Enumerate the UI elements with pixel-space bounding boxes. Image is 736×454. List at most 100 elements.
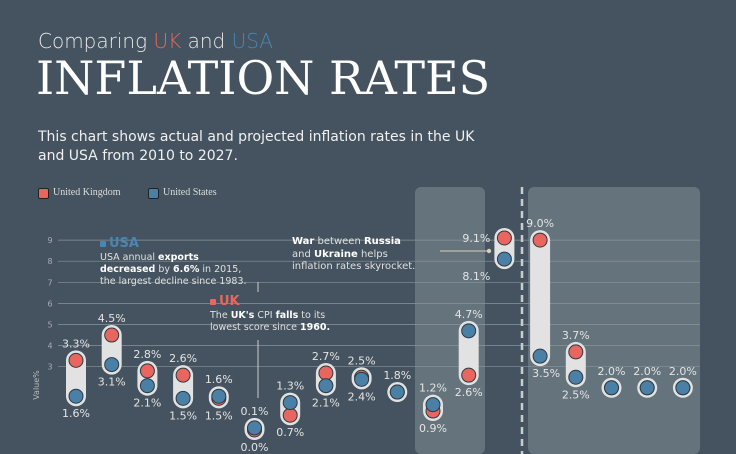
dumbbell-2010: 3.3% 1.6% bbox=[62, 337, 90, 420]
value-label-max: 9.0% bbox=[526, 217, 554, 230]
y-tick-label: 5 bbox=[47, 321, 52, 330]
us-point bbox=[461, 323, 477, 339]
value-label-min: 2.6% bbox=[455, 386, 483, 399]
value-label-max: 9.1% bbox=[462, 232, 490, 245]
uk-point bbox=[282, 407, 298, 423]
y-tick-label: 4 bbox=[47, 342, 52, 351]
us-point bbox=[604, 380, 619, 396]
uk-point bbox=[461, 367, 477, 383]
value-label-max: 1.2% bbox=[419, 382, 447, 395]
us-swatch-icon bbox=[148, 187, 159, 199]
us-point bbox=[139, 378, 155, 394]
us-point bbox=[496, 251, 512, 267]
uk-point bbox=[139, 363, 155, 379]
us-point bbox=[354, 371, 370, 387]
us-point bbox=[282, 395, 298, 411]
us-point bbox=[175, 390, 191, 406]
usa-annotation: USA USA annual exports decreased by 6.6% … bbox=[100, 236, 247, 287]
us-point bbox=[318, 378, 334, 394]
value-label-min: 2.5% bbox=[562, 388, 590, 401]
dumbbell-bar bbox=[530, 230, 551, 367]
dumbbell-2027: 2.0% bbox=[669, 365, 697, 398]
y-tick-label: 6 bbox=[47, 299, 52, 308]
uk-swatch-icon bbox=[38, 187, 49, 199]
dumbbell-2024: 3.7% 2.5% bbox=[562, 329, 590, 401]
value-label-min: 8.1% bbox=[462, 270, 490, 283]
dumbbell-2023: 9.0% 3.5% bbox=[526, 217, 560, 380]
value-label-max: 2.6% bbox=[169, 352, 197, 365]
value-label-min: 2.1% bbox=[133, 397, 161, 410]
uk-annotation: UK The UK's CPI falls to its lowest score… bbox=[210, 294, 331, 333]
value-label-min: 1.6% bbox=[62, 407, 90, 420]
value-label-max: 2.8% bbox=[133, 348, 161, 361]
uk-point bbox=[318, 365, 334, 381]
uk-point bbox=[68, 352, 84, 368]
value-label-max: 2.7% bbox=[312, 350, 340, 363]
us-point bbox=[532, 348, 548, 364]
dumbbell-2026: 2.0% bbox=[633, 365, 661, 398]
y-tick-label: 3 bbox=[47, 363, 52, 372]
dumbbell-2025: 2.0% bbox=[598, 365, 626, 398]
us-point bbox=[425, 397, 441, 413]
dumbbell-2013: 2.6% 1.5% bbox=[169, 352, 197, 422]
uk-point bbox=[568, 344, 584, 360]
page-title: INFLATION RATES bbox=[36, 51, 491, 105]
y-axis-label: Value% bbox=[32, 370, 41, 400]
value-label-min: 0.9% bbox=[419, 422, 447, 435]
highlight-panel bbox=[415, 187, 485, 454]
us-point bbox=[675, 380, 691, 396]
legend-item-us: United States bbox=[148, 187, 217, 199]
us-point bbox=[104, 357, 120, 373]
dumbbell-2017: 2.7% 2.1% bbox=[312, 350, 340, 410]
value-label-max: 1.8% bbox=[383, 369, 411, 382]
uk-point bbox=[175, 367, 191, 383]
value-label-max: 3.3% bbox=[62, 337, 90, 350]
value-label-min: 1.5% bbox=[205, 409, 233, 422]
legend-item-uk: United Kingdom bbox=[38, 187, 121, 199]
dumbbell-bar bbox=[458, 320, 479, 386]
value-label-max: 2.0% bbox=[598, 365, 626, 378]
us-point bbox=[211, 388, 227, 404]
us-point bbox=[568, 369, 584, 385]
y-tick-label: 8 bbox=[47, 257, 52, 266]
war-connector-dot bbox=[486, 248, 492, 254]
value-label-min: 0.7% bbox=[276, 426, 304, 439]
dumbbell-2020: 1.2% 0.9% bbox=[419, 382, 447, 435]
subtitle: Comparing UK and USA bbox=[38, 29, 273, 53]
war-annotation: War between Russia and Ukraine helps infla… bbox=[292, 236, 416, 272]
value-label-max: 2.5% bbox=[348, 354, 376, 367]
value-label-min: 0.0% bbox=[241, 441, 269, 454]
value-label-max: 1.3% bbox=[276, 380, 304, 393]
value-label-min: 3.1% bbox=[98, 376, 126, 389]
dumbbell-2018: 2.5% 2.4% bbox=[348, 354, 376, 403]
value-label-min: 3.5% bbox=[532, 367, 560, 380]
value-label-max: 4.7% bbox=[455, 308, 483, 321]
value-label-min: 2.1% bbox=[312, 397, 340, 410]
uk-point bbox=[532, 232, 548, 248]
value-label-max: 2.0% bbox=[633, 365, 661, 378]
value-label-min: 1.5% bbox=[169, 409, 197, 422]
us-point bbox=[639, 380, 655, 396]
dumbbell-2012: 2.8% 2.1% bbox=[133, 348, 161, 410]
value-label-min: 2.4% bbox=[348, 390, 376, 403]
value-label-max: 3.7% bbox=[562, 329, 590, 342]
dumbbell-2022: 9.1% 8.1% bbox=[462, 227, 515, 283]
description: This chart shows actual and projected in… bbox=[38, 129, 475, 164]
dumbbell-2016: 1.3% 0.7% bbox=[276, 380, 304, 440]
us-point bbox=[247, 420, 262, 436]
value-label-max: 2.0% bbox=[669, 365, 697, 378]
uk-point bbox=[496, 230, 512, 246]
dumbbell-2014: 1.6% 1.5% bbox=[205, 373, 233, 422]
us-point bbox=[68, 388, 84, 404]
y-tick-label: 7 bbox=[47, 278, 52, 287]
dumbbell-2021: 4.7% 2.6% bbox=[455, 308, 483, 399]
dumbbell-2011: 4.5% 3.1% bbox=[98, 312, 126, 389]
dumbbell-2019: 1.8% bbox=[383, 369, 411, 403]
y-tick-label: 9 bbox=[47, 236, 52, 245]
value-label-max: 4.5% bbox=[98, 312, 126, 325]
value-label-max: 1.6% bbox=[205, 373, 233, 386]
value-label-max: 0.1% bbox=[241, 405, 269, 418]
us-point bbox=[389, 384, 405, 400]
uk-point bbox=[104, 327, 120, 343]
